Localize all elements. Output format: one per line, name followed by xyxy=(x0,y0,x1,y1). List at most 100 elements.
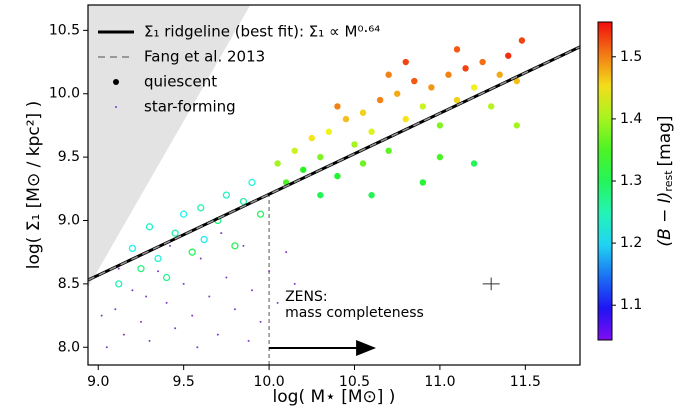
star-forming-point xyxy=(208,295,211,298)
star-forming-point xyxy=(165,301,168,304)
quiescent-point xyxy=(256,210,265,218)
x-axis-label: log( M⋆ [M⊙] ) xyxy=(273,387,396,407)
quiescent-point xyxy=(145,223,154,231)
x-tick-label: 9.0 xyxy=(87,374,109,390)
quiescent-point xyxy=(171,229,179,237)
colorbar xyxy=(597,21,613,341)
y-tick-label: 9.5 xyxy=(58,149,80,165)
star-forming-point xyxy=(182,282,185,285)
quiescent-point xyxy=(317,153,324,161)
quiescent-point xyxy=(513,77,520,85)
quiescent-point xyxy=(197,204,205,212)
legend-label: quiescent xyxy=(144,73,217,91)
star-forming-point xyxy=(174,327,177,330)
quiescent-point xyxy=(359,160,367,167)
y-axis-label: log( Σ₁ [M⊙ / kpc²] ) xyxy=(24,101,44,269)
quiescent-point xyxy=(115,280,123,288)
colorbar-tick-label: 1.5 xyxy=(620,49,642,65)
quiescent-point xyxy=(385,71,392,78)
quiescent-point xyxy=(222,191,231,199)
star-forming-point xyxy=(225,276,228,279)
fit-line xyxy=(88,46,580,281)
star-forming-point xyxy=(148,339,151,342)
plot-frame xyxy=(87,4,581,366)
star-forming-point xyxy=(285,251,288,254)
x-tick-label: 11.0 xyxy=(424,374,455,390)
quiescent-point xyxy=(368,128,375,135)
x-tick-label: 11.5 xyxy=(510,374,541,390)
quiescent-point xyxy=(274,160,281,167)
quiescent-point xyxy=(180,210,188,218)
quiescent-point xyxy=(137,265,145,273)
x-tick-label: 10.0 xyxy=(253,374,284,390)
quiescent-point xyxy=(402,115,409,123)
colorbar-label-sub: rest xyxy=(662,170,675,192)
star-forming-point xyxy=(191,314,194,317)
quiescent-point xyxy=(317,191,324,199)
quiescent-point xyxy=(496,71,503,78)
quiescent-point xyxy=(470,160,478,167)
quiescent-point xyxy=(308,134,315,142)
quiescent-point xyxy=(428,84,435,91)
quiescent-point xyxy=(188,248,196,256)
star-forming-point xyxy=(247,339,250,342)
quiescent-point xyxy=(368,191,375,199)
quiescent-point xyxy=(376,96,384,104)
quiescent-point xyxy=(445,71,452,78)
y-tick-label: 8.0 xyxy=(58,339,80,355)
y-tick-label: 9.0 xyxy=(58,212,80,228)
quiescent-point xyxy=(518,37,526,44)
star-forming-point xyxy=(276,301,279,304)
quiescent-point xyxy=(239,197,248,206)
star-forming-point xyxy=(157,270,160,273)
quiescent-point xyxy=(342,115,350,123)
legend-label: Σ₁ ridgeline (best fit): Σ₁ ∝ M⁰·⁶⁴ xyxy=(144,23,380,41)
quiescent-point xyxy=(462,65,469,72)
colorbar-label: (B − I)rest [mag] xyxy=(655,115,675,246)
colorbar-tick-label: 1.3 xyxy=(620,173,642,189)
quiescent-point xyxy=(200,235,208,244)
quiescent-point xyxy=(513,122,520,129)
star-forming-point xyxy=(220,232,223,235)
quiescent-point xyxy=(436,122,444,129)
excluded-region xyxy=(88,5,251,288)
quiescent-point xyxy=(453,46,461,53)
quiescent-point xyxy=(248,178,256,187)
quiescent-point xyxy=(334,103,341,110)
quiescent-point xyxy=(300,166,307,173)
quiescent-point xyxy=(453,96,461,104)
star-forming-point xyxy=(268,270,271,273)
legend-swatch xyxy=(115,106,117,108)
quiescent-point xyxy=(419,179,427,186)
colorbar-tick-label: 1.4 xyxy=(620,111,642,127)
colorbar-tick-label: 1.2 xyxy=(620,235,642,251)
colorbar-label-main: (B − I) xyxy=(655,192,675,247)
quiescent-point xyxy=(162,273,171,282)
quiescent-point xyxy=(325,128,333,135)
quiescent-point xyxy=(402,58,409,66)
star-forming-point xyxy=(169,244,171,247)
quiescent-point xyxy=(128,244,137,253)
quiescent-point xyxy=(394,90,401,97)
star-forming-point xyxy=(293,282,296,285)
quiescent-point xyxy=(351,141,358,148)
colorbar-tick-label: 1.1 xyxy=(620,297,642,313)
star-forming-point xyxy=(242,244,245,247)
quiescent-point xyxy=(154,254,162,263)
quiescent-point xyxy=(334,172,341,180)
star-forming-point xyxy=(199,257,202,260)
legend-label: star-forming xyxy=(144,98,236,116)
star-forming-point xyxy=(233,308,236,311)
star-forming-point xyxy=(122,333,125,336)
star-forming-point xyxy=(139,320,142,323)
star-forming-point xyxy=(117,267,120,270)
quiescent-point xyxy=(505,52,512,59)
quiescent-point xyxy=(385,147,392,154)
y-tick-label: 10.0 xyxy=(49,86,80,102)
y-tick-label: 10.5 xyxy=(49,22,80,38)
quiescent-point xyxy=(436,153,444,161)
star-forming-point xyxy=(105,346,108,349)
quiescent-point xyxy=(487,103,495,110)
x-tick-label: 9.5 xyxy=(173,374,195,390)
